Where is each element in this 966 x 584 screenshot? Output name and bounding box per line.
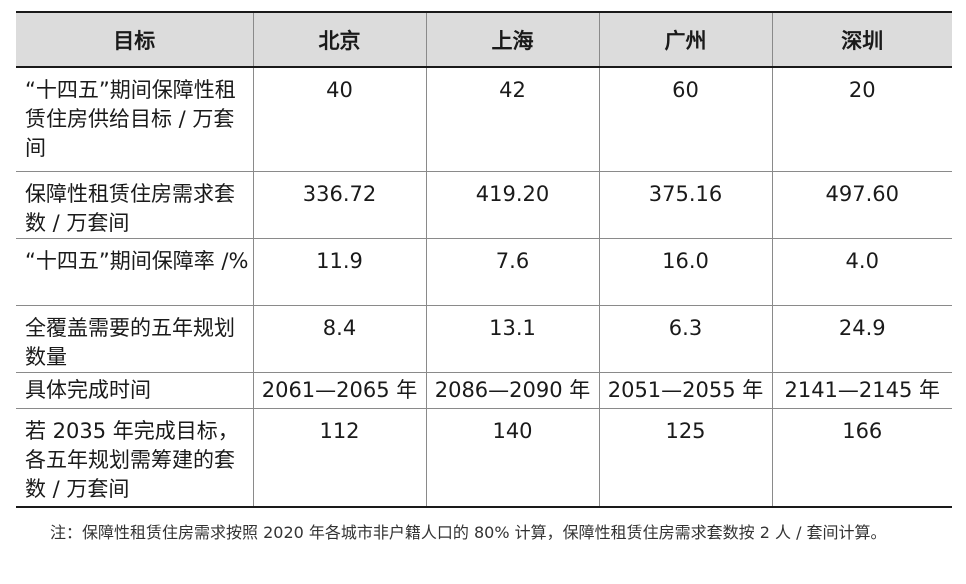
header-shanghai: 上海 (425, 11, 599, 68)
row-label: 保障性租赁住房需求套数 / 万套间 (16, 170, 253, 238)
cell-beijing: 336.72 (252, 170, 426, 238)
table-row: “十四五”期间保障率 /% 11.9 7.6 16.0 4.0 (16, 237, 952, 305)
cell-beijing: 112 (252, 407, 426, 508)
cell-shanghai: 7.6 (425, 237, 599, 305)
cell-guangzhou: 125 (598, 407, 772, 508)
cell-beijing: 11.9 (252, 237, 426, 305)
cell-shenzhen: 2141—2145 年 (771, 371, 952, 408)
row-label: 全覆盖需要的五年规划数量 (16, 304, 253, 372)
table-row: 具体完成时间 2061—2065 年 2086—2090 年 2051—2055… (16, 371, 952, 408)
cell-shenzhen: 20 (771, 67, 952, 171)
cell-guangzhou: 6.3 (598, 304, 772, 372)
cell-shenzhen: 24.9 (771, 304, 952, 372)
cell-shanghai: 419.20 (425, 170, 599, 238)
cell-shenzhen: 166 (771, 407, 952, 508)
cell-guangzhou: 375.16 (598, 170, 772, 238)
row-label: “十四五”期间保障率 /% (16, 237, 253, 305)
header-beijing: 北京 (252, 11, 426, 68)
cell-beijing: 8.4 (252, 304, 426, 372)
header-guangzhou: 广州 (598, 11, 772, 68)
cell-shenzhen: 497.60 (771, 170, 952, 238)
cell-shanghai: 13.1 (425, 304, 599, 372)
header-shenzhen: 深圳 (771, 11, 952, 68)
row-label: “十四五”期间保障性租赁住房供给目标 / 万套间 (25, 78, 236, 160)
table-footnote: 注：保障性租赁住房需求按照 2020 年各城市非户籍人口的 80% 计算，保障性… (50, 523, 887, 542)
row-label: 具体完成时间 (16, 371, 253, 408)
cell-beijing: 2061—2065 年 (252, 371, 426, 408)
table-row: 保障性租赁住房需求套数 / 万套间 336.72 419.20 375.16 4… (16, 170, 952, 238)
cell-shenzhen: 4.0 (771, 237, 952, 305)
table-header-row: 目标 北京 上海 广州 深圳 (16, 11, 952, 68)
table-row: 全覆盖需要的五年规划数量 8.4 13.1 6.3 24.9 (16, 304, 952, 372)
cell-shanghai: 42 (425, 67, 599, 171)
cell-shanghai: 2086—2090 年 (425, 371, 599, 408)
table-row: 若 2035 年完成目标，各五年规划需筹建的套数 / 万套间 112 140 1… (16, 407, 952, 508)
cell-guangzhou: 60 (598, 67, 772, 171)
housing-target-table: 目标 北京 上海 广州 深圳 “十四五”期间保障性租赁住房供给目标 / 万套间 … (16, 11, 952, 508)
row-label: 若 2035 年完成目标，各五年规划需筹建的套数 / 万套间 (16, 407, 253, 508)
cell-guangzhou: 16.0 (598, 237, 772, 305)
cell-beijing: 40 (252, 67, 426, 171)
cell-guangzhou: 2051—2055 年 (598, 371, 772, 408)
cell-shanghai: 140 (425, 407, 599, 508)
header-target: 目标 (16, 11, 253, 68)
table-row: “十四五”期间保障性租赁住房供给目标 / 万套间 40 42 60 20 (16, 67, 952, 171)
